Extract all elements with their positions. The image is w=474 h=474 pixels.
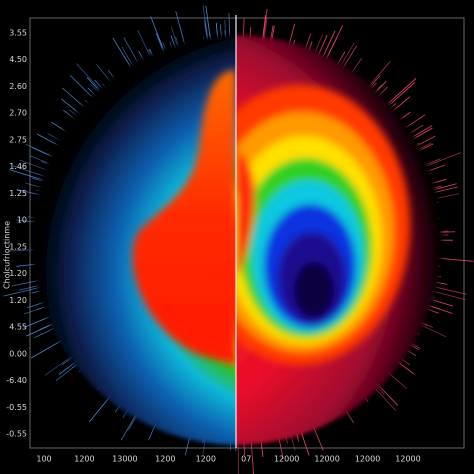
y-axis-label: Cholcufrioctinme: [3, 221, 12, 289]
y-tick-label: 1.46: [9, 162, 27, 171]
x-tick-label: 12000: [355, 455, 380, 464]
x-tick-label: 12000: [314, 455, 339, 464]
swirl-tail: [236, 150, 255, 280]
plot-frame: [29, 17, 465, 449]
red-blob: [132, 70, 236, 365]
x-tick-label: 100: [36, 455, 51, 464]
y-tick-label: 4.50: [9, 55, 27, 64]
y-tick-label: 0.00: [9, 349, 27, 358]
y-tick-label: 3.55: [9, 29, 27, 38]
right-field: [236, 35, 442, 445]
x-tick-label: 12000: [395, 455, 420, 464]
x-tick-label: 12000: [274, 455, 299, 464]
y-tick-label: -0.55: [6, 403, 27, 412]
y-tick-label: 2.75: [9, 135, 27, 144]
rainbow-swirl: [236, 85, 410, 365]
y-tick-label: 2.60: [9, 82, 27, 91]
y-tick-label: -6.40: [6, 376, 27, 385]
x-tick-label: 13000: [112, 455, 137, 464]
y-tick-label: 4.55: [9, 323, 27, 332]
y-tick-label: 1.25: [9, 242, 27, 251]
y-tick-label: 1.25: [9, 189, 27, 198]
swirl-core: [294, 262, 334, 318]
x-tick-label: 1200: [196, 455, 216, 464]
y-tick-label: 2.70: [9, 109, 27, 118]
y-tick-label: 1.20: [9, 296, 27, 305]
left-field: [32, 35, 236, 445]
x-tick-label: 1200: [74, 455, 94, 464]
y-tick-label: 1.20: [9, 269, 27, 278]
y-tick-label: 10: [17, 216, 27, 225]
x-tick-label: 07: [241, 455, 251, 464]
y-tick-label: -0.55: [6, 430, 27, 439]
x-tick-label: 1200: [155, 455, 175, 464]
